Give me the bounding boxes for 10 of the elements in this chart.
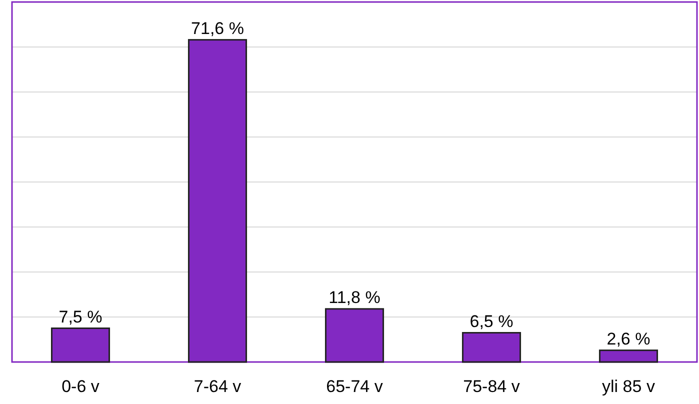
x-tick-label: 7-64 v [194, 377, 242, 396]
data-label: 11,8 % [328, 288, 380, 307]
x-tick-label: 0-6 v [62, 377, 100, 396]
x-tick-label: 75-84 v [463, 377, 520, 396]
x-tick-label: 65-74 v [326, 377, 384, 396]
data-label: 7,5 % [58, 307, 102, 326]
x-tick-label: yli 85 v [602, 377, 656, 396]
data-label: 71,6 % [191, 18, 244, 38]
data-label: 2,6 % [606, 329, 650, 348]
data-label: 6,5 % [470, 312, 514, 331]
